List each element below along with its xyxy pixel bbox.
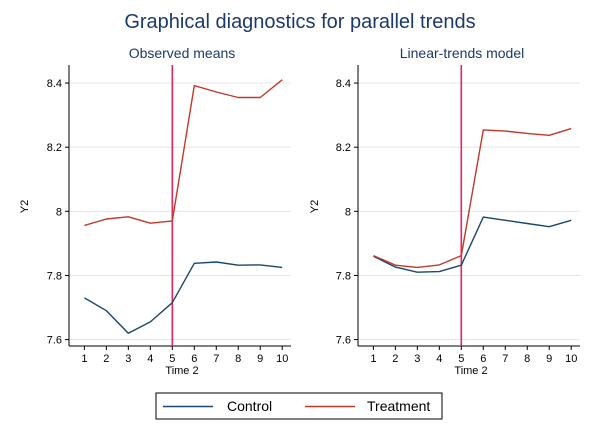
y-tick-label: 7.6 [47, 335, 62, 347]
y-tick-label: 8.2 [47, 142, 62, 154]
x-tick-label: 3 [414, 353, 420, 365]
x-tick-label: 8 [235, 353, 241, 365]
legend-label-treatment: Treatment [367, 398, 430, 414]
x-tick-label: 2 [392, 353, 398, 365]
x-tick-label: 1 [370, 353, 376, 365]
legend: Control Treatment [155, 392, 443, 420]
series-line-control [84, 261, 283, 334]
panel-title: Linear-trends model [400, 45, 525, 61]
x-tick-label: 10 [565, 353, 577, 365]
x-tick-label: 4 [436, 353, 442, 365]
series-line-control [373, 216, 572, 273]
y-tick-label: 7.8 [336, 270, 351, 282]
x-tick-label: 8 [524, 353, 530, 365]
chart-panel-2: Linear-trends model 7.6 7.8 8 8.2 8.4 1 2 3 4 5 6 7 8… [309, 45, 580, 377]
x-tick-label: 7 [213, 353, 219, 365]
y-axis-title: Y2 [309, 200, 321, 213]
y-tick-label: 8 [345, 206, 351, 218]
x-tick-label: 2 [103, 353, 109, 365]
chart-panels: Observed means 7.6 7.8 8 8.2 8.4 1 2 3 4 5 6 7 8 9 10 Ti… [19, 45, 580, 377]
y-axis-title: Y2 [19, 200, 31, 213]
y-tick-label: 7.6 [336, 335, 351, 347]
figure-title: Graphical diagnostics for parallel trend… [124, 11, 475, 33]
series-line-treatment [373, 127, 572, 269]
y-tick-label: 7.8 [47, 270, 62, 282]
x-tick-label: 9 [546, 353, 552, 365]
chart-panel-1: Observed means 7.6 7.8 8 8.2 8.4 1 2 3 4 5 6 7 8 9 10 Ti… [19, 45, 291, 377]
x-tick-label: 6 [480, 353, 486, 365]
x-tick-label: 9 [257, 353, 263, 365]
series-line-treatment [84, 79, 283, 227]
x-tick-label: 4 [147, 353, 153, 365]
x-tick-label: 3 [125, 353, 131, 365]
x-tick-label: 1 [81, 353, 87, 365]
x-tick-label: 7 [502, 353, 508, 365]
x-tick-label: 10 [276, 353, 288, 365]
x-tick-label: 6 [191, 353, 197, 365]
legend-label-control: Control [227, 398, 272, 414]
x-axis-title: Time 2 [165, 365, 198, 377]
y-tick-label: 8.2 [336, 142, 351, 154]
y-tick-label: 8.4 [336, 78, 351, 90]
y-tick-label: 8 [56, 206, 62, 218]
x-axis-title: Time 2 [454, 365, 487, 377]
panel-title: Observed means [129, 45, 236, 61]
x-tick-label: 5 [458, 353, 464, 365]
x-tick-label: 5 [169, 353, 175, 365]
y-tick-label: 8.4 [47, 78, 62, 90]
